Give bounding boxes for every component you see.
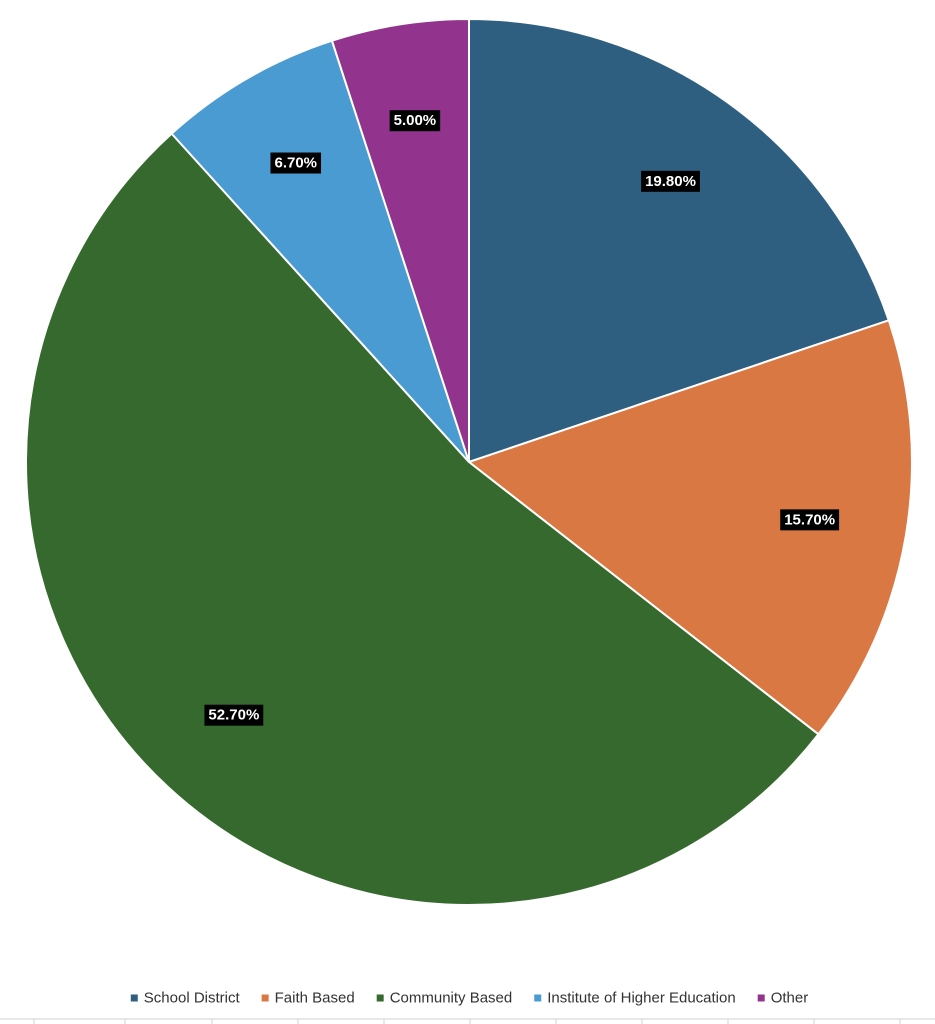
legend-label: School District xyxy=(144,990,241,1007)
pie-slice-school-district xyxy=(468,17,891,464)
data-label-background xyxy=(204,704,264,726)
data-label: 52.70% xyxy=(204,704,264,726)
legend-swatch xyxy=(534,994,542,1002)
data-label: 15.70% xyxy=(780,509,840,531)
data-label-background xyxy=(780,509,840,531)
legend-item-other: Other xyxy=(757,990,809,1007)
legend-label: Faith Based xyxy=(275,990,355,1007)
legend-label: Other xyxy=(771,990,809,1007)
legend-item-institute-of-higher-education: Institute of Higher Education xyxy=(534,990,736,1007)
data-label: 5.00% xyxy=(389,110,441,132)
data-label-text: 19.80% xyxy=(645,173,696,190)
data-labels: 19.80% 15.70% 52.70% 6.70% 5.00% xyxy=(204,110,840,726)
legend-swatch xyxy=(261,994,269,1002)
legend-swatch xyxy=(757,994,765,1002)
data-label-background xyxy=(389,110,441,132)
data-label-background xyxy=(270,152,322,174)
legend-item-school-district: School District xyxy=(130,990,241,1007)
data-label: 6.70% xyxy=(270,152,322,174)
pie-slices xyxy=(25,17,913,906)
data-label-background xyxy=(641,170,700,192)
data-label: 19.80% xyxy=(641,170,700,192)
data-label-text: 52.70% xyxy=(208,707,259,724)
bottom-gridlines xyxy=(0,1018,935,1024)
legend-label: Community Based xyxy=(390,990,513,1007)
data-label-text: 15.70% xyxy=(784,511,835,528)
legend-label: Institute of Higher Education xyxy=(547,990,735,1007)
pie-slice-institute-of-higher-education xyxy=(170,39,470,463)
data-label-text: 6.70% xyxy=(274,155,317,172)
legend-swatch xyxy=(376,994,384,1002)
legend-item-community-based: Community Based xyxy=(376,990,513,1007)
legend-swatch xyxy=(130,994,138,1002)
data-label-text: 5.00% xyxy=(394,112,437,129)
pie-slice-faith-based xyxy=(466,319,913,736)
legend-item-faith-based: Faith Based xyxy=(261,990,355,1007)
chart-legend: School District Faith Based Community Base… xyxy=(130,990,809,1007)
